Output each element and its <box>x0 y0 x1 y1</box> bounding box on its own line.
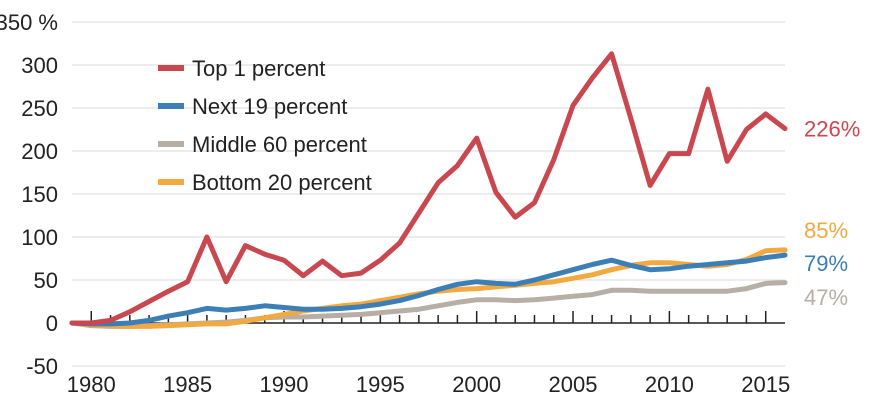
y-tick-label: 50 <box>34 268 58 293</box>
x-tick-label: 1985 <box>163 372 212 397</box>
x-tick-label: 2015 <box>741 372 790 397</box>
legend-label: Next 19 percent <box>192 94 347 119</box>
end-label-bottom-20-percent: 85% <box>804 218 848 243</box>
x-tick-label: 1980 <box>67 372 116 397</box>
legend-item-bottom-20-percent: Bottom 20 percent <box>158 170 372 195</box>
y-tick-label: 250 <box>21 96 58 121</box>
series-line-next-19-percent <box>69 252 788 327</box>
y-tick-label: 300 <box>21 53 58 78</box>
axes: -50 0 50 100 150 200 250 300 350 % 1980 1985 1990 19… <box>0 10 790 397</box>
y-tick-label: -50 <box>26 354 58 379</box>
y-tick-label: 150 <box>21 182 58 207</box>
x-tick-label: 2000 <box>452 372 501 397</box>
end-label-middle-60-percent: 47% <box>804 285 848 310</box>
x-tick-label: 1995 <box>356 372 405 397</box>
y-tick-label: 100 <box>21 225 58 250</box>
y-tick-label: 200 <box>21 139 58 164</box>
end-label-next-19-percent: 79% <box>804 251 848 276</box>
series-line-middle-60-percent <box>69 280 788 329</box>
legend: Top 1 percent Next 19 percent Middle 60 pe… <box>158 56 372 195</box>
legend-item-middle-60-percent: Middle 60 percent <box>158 132 367 157</box>
legend-item-top-1-percent: Top 1 percent <box>158 56 325 81</box>
series-line-top-1-percent <box>69 51 788 326</box>
y-tick-label: 350 % <box>0 10 58 35</box>
x-tick-label: 2005 <box>549 372 598 397</box>
series-lines <box>69 51 788 329</box>
legend-item-next-19-percent: Next 19 percent <box>158 94 347 119</box>
end-labels: 226% 79% 47% 85% <box>804 117 860 311</box>
x-tick-label: 2010 <box>645 372 694 397</box>
legend-label: Middle 60 percent <box>192 132 367 157</box>
legend-label: Top 1 percent <box>192 56 325 81</box>
y-tick-label: 0 <box>46 311 58 336</box>
legend-label: Bottom 20 percent <box>192 170 372 195</box>
end-label-top-1-percent: 226% <box>804 117 860 142</box>
x-tick-label: 1990 <box>259 372 308 397</box>
